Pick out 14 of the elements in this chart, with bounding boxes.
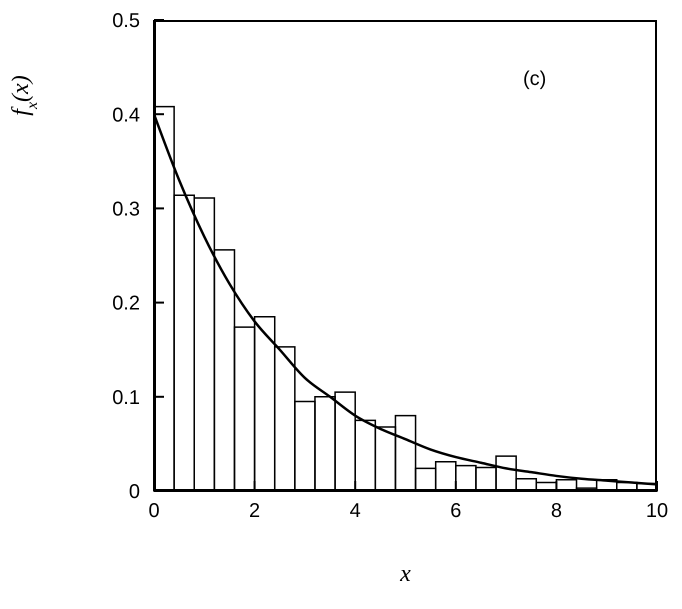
y-tick-label: 0.3 [112, 198, 140, 220]
x-tick-label: 6 [450, 500, 462, 522]
y-tick-label: 0.2 [112, 292, 140, 315]
x-tick-label: 8 [550, 500, 562, 522]
x-axis-title: x [399, 561, 412, 587]
y-tick-label: 0.5 [112, 10, 140, 32]
y-tick-label: 0.4 [112, 104, 140, 126]
y-tick-label: 0.1 [112, 386, 140, 409]
annotation: (c) [523, 68, 546, 91]
x-tick-label: 10 [646, 500, 668, 522]
y-tick-label: 0 [128, 481, 140, 504]
x-tick-label: 2 [249, 500, 260, 522]
x-tick-label: 4 [350, 500, 361, 522]
x-tick-label: 0 [148, 500, 160, 522]
